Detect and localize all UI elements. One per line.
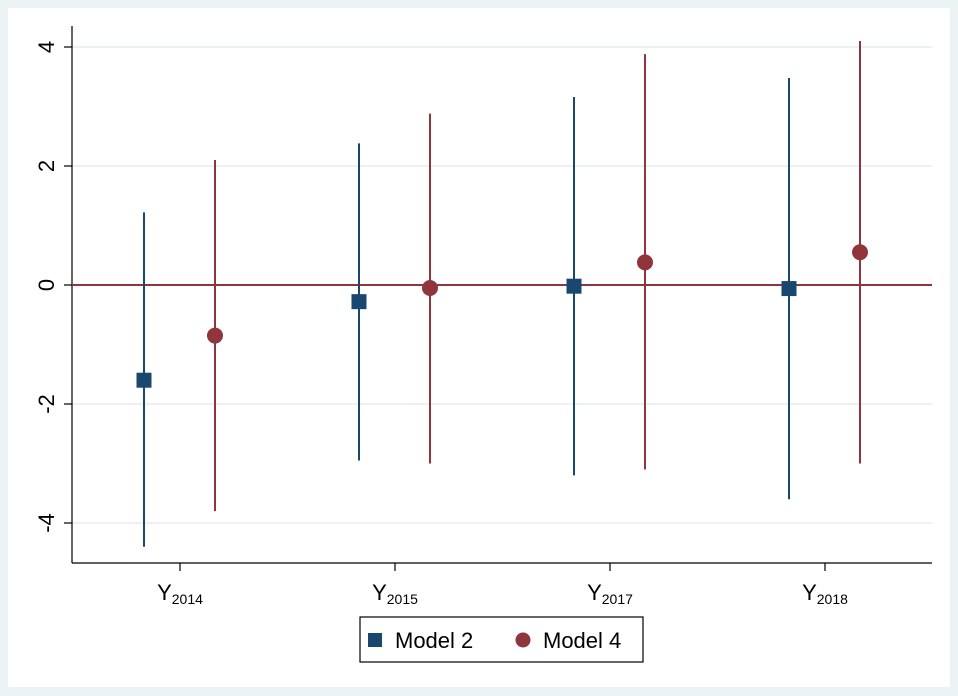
y-tick-label: 2 — [34, 160, 59, 172]
x-tick-label: Y2015 — [372, 580, 418, 607]
model-4-point — [207, 327, 223, 344]
x-tick-label: Y2017 — [587, 580, 633, 607]
model-2-legend-label: Model 2 — [395, 628, 473, 653]
model-2-point — [136, 372, 152, 388]
model-2-point — [781, 281, 797, 297]
point-estimates — [136, 244, 868, 388]
axes: 4 2 0 -2 -4 Y2014 Y2015 Y2017 Y2018 — [34, 26, 932, 607]
plot-area — [8, 8, 950, 687]
y-tick-label: 4 — [34, 41, 59, 53]
x-tick-label: Y2018 — [802, 580, 848, 607]
legend: Model 2 Model 4 — [359, 616, 644, 663]
model-2-point — [351, 294, 367, 310]
y-tick-label: -4 — [34, 513, 59, 533]
model-2-legend-marker — [368, 633, 382, 647]
x-tick-label: Y2014 — [157, 580, 203, 607]
model-4-point — [637, 254, 653, 271]
model-4-legend-marker — [515, 632, 531, 648]
model-4-legend-label: Model 4 — [543, 628, 621, 653]
y-tick-label: 0 — [34, 279, 59, 291]
model-4-point — [422, 279, 438, 296]
legend-box — [359, 616, 644, 663]
model-2-point — [566, 278, 582, 294]
y-tick-label: -2 — [34, 394, 59, 414]
model-4-point — [852, 244, 868, 261]
